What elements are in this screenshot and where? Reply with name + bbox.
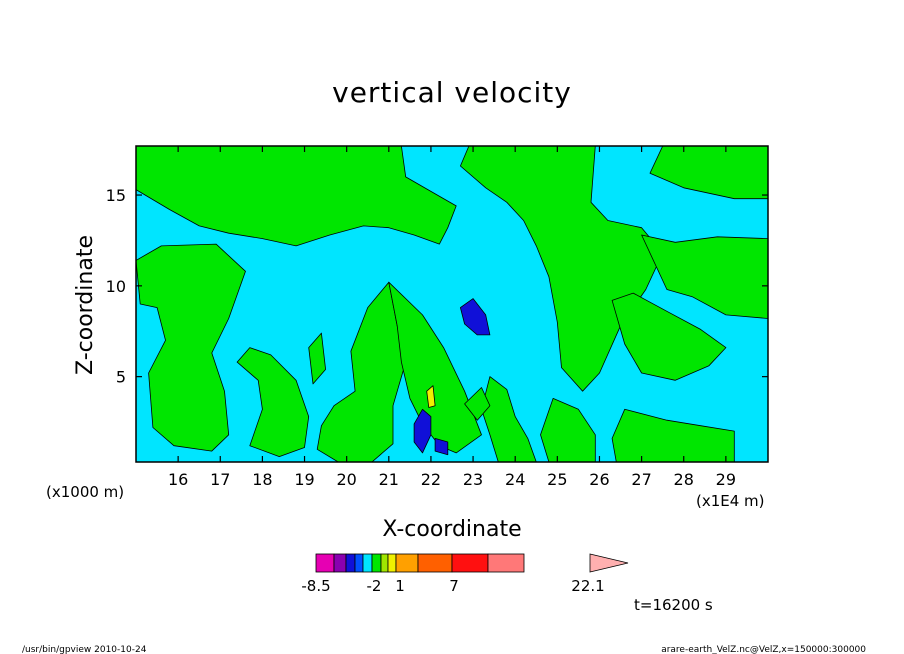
- colorbar-swatch: [371, 553, 382, 573]
- x-tick-label: 29: [716, 470, 736, 489]
- colorbar-arrow: [589, 553, 629, 573]
- contour-region-positive: [236, 347, 310, 458]
- x-tick-label: 20: [336, 470, 356, 489]
- colorbar-swatch: [395, 553, 419, 573]
- contour-region-positive: [641, 234, 768, 319]
- chart-title: vertical velocity: [332, 76, 572, 109]
- colorbar-swatch: [417, 553, 453, 573]
- x-axis-label: X-coordinate: [382, 517, 521, 542]
- colorbar-label: -8.5: [301, 577, 330, 595]
- colorbar-label: 22.1: [571, 577, 604, 595]
- y-tick-label: 15: [106, 186, 126, 205]
- contour-region-negative: [434, 437, 449, 456]
- colorbar-swatch: [380, 553, 389, 573]
- footer-left: /usr/bin/gpview 2010-10-24: [22, 645, 147, 654]
- contour-region-positive: [308, 332, 327, 385]
- contour-region-small-positive: [426, 385, 436, 408]
- x-tick-label: 25: [547, 470, 567, 489]
- x-tick-label: 26: [589, 470, 609, 489]
- y-tick-label: 5: [116, 368, 126, 387]
- colorbar-label: 7: [449, 577, 459, 595]
- plot-frame: [135, 145, 769, 463]
- contour-region-positive: [611, 408, 735, 462]
- x-scale-note: (x1E4 m): [696, 492, 765, 510]
- footer-right: arare-earth_VelZ.nc@VelZ,x=150000:300000: [661, 645, 866, 654]
- x-tick-label: 16: [168, 470, 188, 489]
- colorbar-swatch: [451, 553, 489, 573]
- colorbar-label: -2: [367, 577, 382, 595]
- colorbar-swatch: [387, 553, 397, 573]
- x-tick-label: 21: [379, 470, 399, 489]
- x-tick-label: 18: [252, 470, 272, 489]
- colorbar-swatch: [333, 553, 347, 573]
- y-axis-label: Z-coordinate: [73, 235, 98, 375]
- x-tick-label: 17: [210, 470, 230, 489]
- colorbar-swatch: [315, 553, 335, 573]
- contour-region-positive: [611, 292, 727, 381]
- colorbar-swatch: [354, 553, 364, 573]
- colorbar-swatch: [345, 553, 356, 573]
- contour-region-positive: [649, 146, 768, 200]
- contour-region-positive: [316, 281, 407, 462]
- y-tick-label: 10: [106, 277, 126, 296]
- contour-region-negative: [413, 408, 432, 454]
- contour-region-positive: [459, 146, 664, 392]
- colorbar: [315, 553, 629, 573]
- contour-region-positive: [464, 387, 491, 421]
- contour-region-positive: [136, 146, 457, 247]
- x-tick-label: 22: [421, 470, 441, 489]
- x-tick-label: 23: [463, 470, 483, 489]
- contour-region-positive: [540, 397, 596, 462]
- colorbar-label: 1: [395, 577, 405, 595]
- y-scale-note: (x1000 m): [46, 483, 124, 501]
- x-tick-label: 24: [505, 470, 525, 489]
- contour-region-negative: [459, 298, 491, 336]
- colorbar-swatch: [487, 553, 525, 573]
- x-tick-label: 19: [294, 470, 314, 489]
- x-tick-label: 28: [674, 470, 694, 489]
- time-label: t=16200 s: [634, 596, 713, 614]
- colorbar-swatch: [362, 553, 373, 573]
- x-tick-label: 27: [631, 470, 651, 489]
- contour-region-positive: [136, 243, 246, 452]
- contour-region-positive: [481, 376, 537, 462]
